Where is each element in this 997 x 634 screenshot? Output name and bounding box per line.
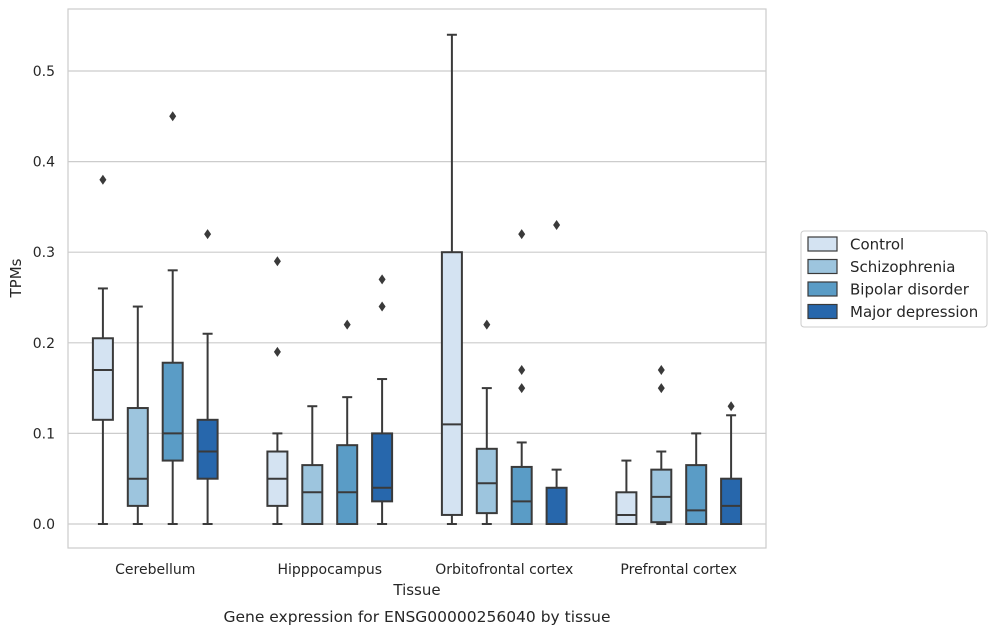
box-body (126, 407, 149, 507)
box-bipolar-disorder (161, 111, 184, 525)
grid-lines (68, 70, 766, 525)
box-bipolar-disorder (685, 432, 708, 525)
box-control (91, 174, 114, 525)
y-axis-ticks: 0.0 0.1 0.2 0.3 0.4 0.5 (33, 64, 55, 533)
x-axis-ticks: Cerebellum Hipppocampus Orbitofrontal cort… (115, 562, 737, 578)
outlier-point (378, 301, 386, 312)
box-body (720, 477, 743, 526)
x-tick-label: Cerebellum (115, 562, 195, 578)
legend-swatch (807, 236, 838, 252)
outlier-point (518, 364, 526, 375)
box-major-depression (720, 401, 743, 526)
box-plots (91, 33, 743, 526)
box-body (371, 432, 394, 503)
box-bipolar-disorder (336, 319, 359, 526)
box-body (510, 465, 533, 525)
y-axis-label: TPMs (7, 258, 25, 298)
outlier-point (273, 256, 281, 267)
box-control (440, 33, 463, 525)
x-axis-label: Tissue (392, 581, 440, 599)
outlier-point (518, 383, 526, 394)
box-control (266, 256, 289, 525)
box-schizophrenia (650, 364, 673, 525)
box-body (196, 418, 219, 480)
legend-frame (800, 230, 988, 328)
box-body (685, 464, 708, 525)
x-tick-label: Orbitofrontal cortex (435, 562, 573, 578)
x-tick-label: Hipppocampus (277, 562, 382, 578)
outlier-point (99, 174, 107, 185)
box-major-depression (196, 229, 219, 525)
y-tick-label: 0.1 (33, 426, 55, 442)
legend-label: Major depression (850, 303, 978, 321)
outlier-point (483, 319, 491, 330)
box-body (475, 447, 498, 515)
legend: Control Schizophrenia Bipolar disorder Majo… (800, 230, 988, 328)
box-schizophrenia (301, 405, 324, 525)
outlier-point (204, 229, 212, 240)
chart-caption: Gene expression for ENSG00000256040 by t… (223, 608, 610, 626)
y-tick-label: 0.2 (33, 336, 55, 352)
outlier-point (657, 364, 665, 375)
box-body (615, 491, 638, 526)
box-body (91, 337, 114, 421)
legend-label: Bipolar disorder (850, 281, 970, 299)
y-tick-label: 0.5 (33, 64, 55, 80)
outlier-point (343, 319, 351, 330)
box-schizophrenia (475, 319, 498, 525)
legend-label: Control (850, 236, 904, 254)
legend-swatch (807, 281, 838, 297)
outlier-point (518, 229, 526, 240)
box-major-depression (545, 220, 568, 526)
outlier-point (273, 346, 281, 357)
plot-area-frame (67, 8, 767, 549)
box-control (615, 459, 638, 526)
y-tick-label: 0.4 (33, 155, 55, 171)
box-body (301, 464, 324, 525)
y-tick-label: 0.3 (33, 245, 55, 261)
legend-swatch (807, 258, 838, 275)
box-body (440, 251, 463, 516)
box-body (336, 444, 359, 526)
outlier-point (727, 401, 735, 412)
box-body (161, 361, 184, 462)
legend-swatch (807, 303, 838, 320)
box-major-depression (371, 274, 394, 525)
x-tick-label: Prefrontal cortex (620, 562, 737, 578)
outlier-point (169, 111, 177, 122)
outlier-point (553, 220, 561, 231)
box-bipolar-disorder (510, 229, 533, 525)
outlier-point (657, 383, 665, 394)
legend-label: Schizophrenia (850, 258, 955, 276)
legend-items: Control Schizophrenia Bipolar disorder Majo… (807, 236, 978, 321)
box-body (545, 486, 568, 526)
outlier-point (378, 274, 386, 285)
box-schizophrenia (126, 305, 149, 525)
y-tick-label: 0.0 (33, 517, 55, 533)
